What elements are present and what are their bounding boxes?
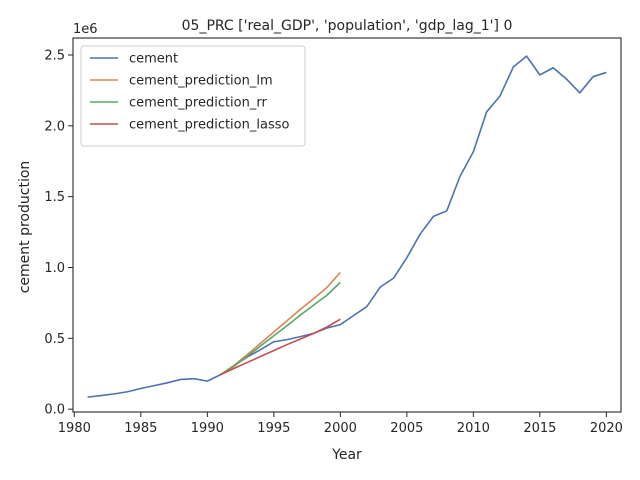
x-tick-label: 2015 (523, 421, 556, 436)
x-tick-label: 1985 (124, 421, 157, 436)
series-line-cement-prediction-lasso (220, 318, 341, 376)
y-tick-label: 1.5 (44, 190, 65, 205)
legend-label: cement_prediction_lm (129, 74, 273, 89)
series-line-cement (87, 55, 607, 398)
legend: cement cement_prediction_lm cement_predict… (80, 45, 306, 147)
legend-box (80, 45, 306, 147)
x-tick-label: 2005 (390, 421, 423, 436)
x-tick-label: 1995 (257, 421, 290, 436)
series-line-cement-prediction-lm (220, 271, 341, 376)
y-tick-label: 0.5 (44, 332, 65, 347)
plot-area: 1980 1985 1990 1995 2000 2005 2010 2015 2020 0.0 0… (44, 49, 623, 437)
chart-title: 05_PRC ['real_GDP', 'population', 'gdp_l… (182, 18, 513, 34)
y-scale-label: 1e6 (73, 22, 98, 37)
y-tick-label: 2.5 (44, 49, 65, 64)
y-tick-label: 2.0 (44, 119, 65, 134)
series-line-cement-prediction-rr (220, 281, 341, 376)
x-tick-label: 2020 (590, 421, 623, 436)
legend-label: cement_prediction_rr (129, 96, 267, 111)
x-axis-label: Year (331, 447, 362, 463)
axes-frame (72, 37, 622, 413)
x-tick-label: 1990 (191, 421, 224, 436)
legend-label: cement_prediction_lasso (129, 118, 289, 133)
x-tick-label: 2010 (457, 421, 490, 436)
y-tick-label: 0.0 (44, 403, 65, 418)
legend-label: cement (129, 52, 178, 67)
x-tick-label: 2000 (324, 421, 357, 436)
y-axis-label: cement production (17, 161, 33, 294)
x-tick-label: 1980 (58, 421, 91, 436)
y-tick-label: 1.0 (44, 261, 65, 276)
